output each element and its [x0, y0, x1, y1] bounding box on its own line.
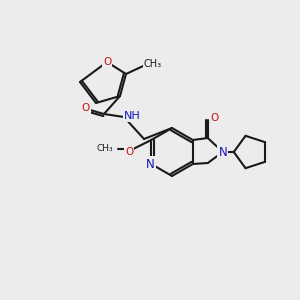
Text: NH: NH — [124, 111, 140, 121]
Text: O: O — [82, 103, 90, 113]
Text: N: N — [218, 146, 227, 158]
Text: CH₃: CH₃ — [96, 144, 113, 153]
Text: O: O — [103, 57, 111, 67]
Text: N: N — [146, 158, 154, 170]
Text: O: O — [211, 113, 219, 123]
Text: O: O — [125, 147, 134, 157]
Text: CH₃: CH₃ — [144, 59, 162, 69]
